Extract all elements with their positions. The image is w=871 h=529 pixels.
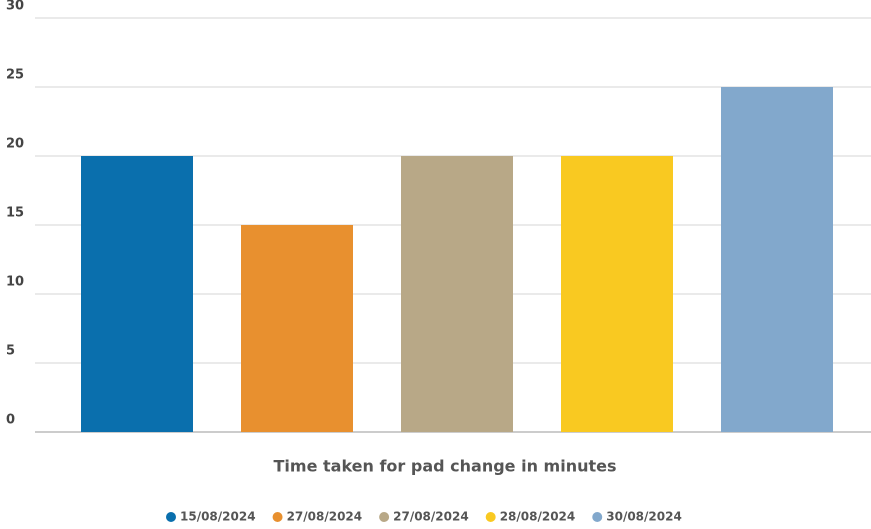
bar — [401, 156, 513, 432]
x-axis-label: Time taken for pad change in minutes — [274, 457, 617, 476]
y-tick-label: 15 — [6, 206, 24, 221]
legend-label: 27/08/2024 — [393, 510, 469, 524]
legend-marker — [379, 512, 390, 522]
bar — [81, 156, 193, 432]
y-tick-label: 20 — [6, 137, 24, 152]
legend-label: 30/08/2024 — [606, 510, 682, 524]
legend-marker — [166, 512, 176, 522]
y-tick-label: 10 — [6, 275, 24, 290]
y-tick-label: 25 — [6, 68, 24, 83]
bar — [241, 225, 353, 432]
legend-marker — [485, 512, 496, 522]
legend-marker — [272, 512, 283, 522]
legend-label: 27/08/2024 — [287, 510, 363, 524]
bar — [561, 156, 673, 432]
y-tick-label: 0 — [6, 413, 15, 428]
bar — [721, 87, 833, 432]
y-tick-label: 5 — [6, 344, 15, 359]
y-tick-label: 30 — [6, 0, 24, 14]
legend-label: 15/08/2024 — [180, 510, 256, 524]
legend-marker — [592, 512, 603, 522]
legend-label: 28/08/2024 — [500, 510, 576, 524]
